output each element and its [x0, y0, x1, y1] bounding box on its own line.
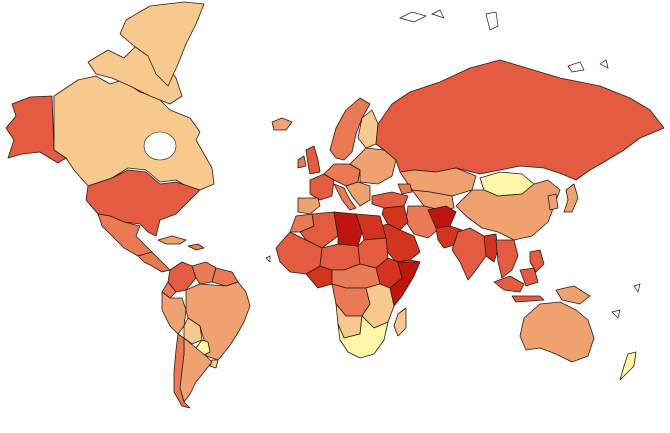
region-alaska[interactable]	[5, 95, 67, 164]
region-philippines[interactable]	[529, 249, 545, 273]
region-caribbean[interactable]	[187, 243, 205, 251]
region-india[interactable]	[451, 227, 495, 281]
region-southern-africa[interactable]	[337, 315, 389, 359]
region-madagascar[interactable]	[393, 307, 407, 337]
region-turkey[interactable]	[371, 191, 409, 209]
region-iceland[interactable]	[271, 117, 293, 131]
region-mexico[interactable]	[97, 213, 153, 257]
region-greenland[interactable]	[119, 1, 205, 87]
region-ireland[interactable]	[297, 155, 307, 169]
region-myanmar[interactable]	[483, 233, 499, 263]
region-afghanistan[interactable]	[427, 205, 457, 229]
region-japan[interactable]	[563, 183, 579, 213]
region-eastern-europe[interactable]	[349, 147, 397, 185]
region-central-europe[interactable]	[323, 163, 361, 187]
region-russia[interactable]	[375, 59, 665, 181]
region-cuba[interactable]	[157, 235, 187, 245]
region-caucasus[interactable]	[397, 183, 413, 195]
region-southeast-asia[interactable]	[495, 239, 519, 279]
region-arabia[interactable]	[379, 223, 421, 263]
region-peru[interactable]	[161, 291, 187, 335]
region-iberia[interactable]	[297, 197, 321, 215]
region-new-zealand[interactable]	[619, 351, 637, 381]
small-islands	[265, 9, 641, 319]
region-central-america[interactable]	[137, 251, 171, 273]
region-somalia[interactable]	[389, 261, 421, 307]
region-indonesia-java[interactable]	[511, 295, 545, 303]
hudson-bay	[143, 131, 177, 161]
region-papua[interactable]	[555, 285, 591, 305]
region-chile[interactable]	[173, 333, 191, 409]
region-balkans[interactable]	[345, 181, 371, 207]
region-indonesia[interactable]	[493, 275, 525, 293]
region-korea[interactable]	[547, 193, 559, 211]
region-australia[interactable]	[519, 301, 595, 363]
region-italy[interactable]	[333, 183, 357, 211]
region-uk[interactable]	[305, 145, 321, 175]
region-china[interactable]	[455, 179, 561, 241]
region-indonesia-borneo[interactable]	[519, 267, 539, 287]
